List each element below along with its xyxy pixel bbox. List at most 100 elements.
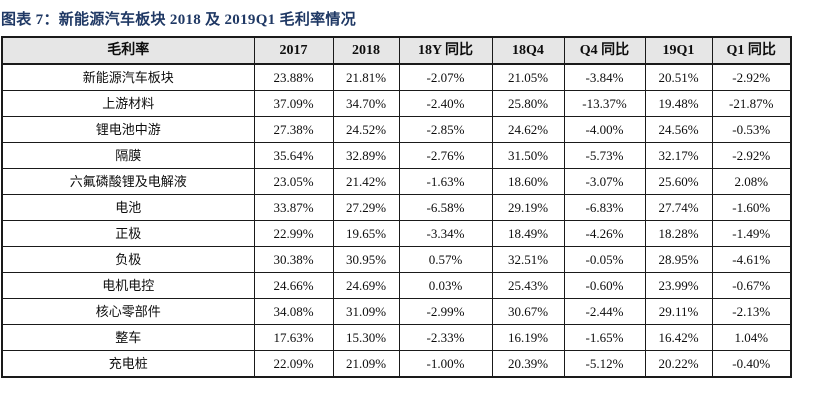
table-cell: 29.11%	[644, 298, 713, 325]
table-cell: -3.07%	[563, 168, 646, 195]
table-cell: 31.09%	[332, 298, 400, 325]
table-cell: -0.40%	[711, 350, 792, 378]
table-cell: 19.48%	[644, 90, 713, 117]
row-label: 新能源汽车板块	[1, 63, 255, 91]
table-cell: 34.08%	[253, 298, 334, 325]
table-cell: 27.38%	[253, 116, 334, 143]
table-cell: 34.70%	[332, 90, 400, 117]
table-cell: 21.05%	[491, 63, 565, 91]
row-label: 锂电池中游	[1, 116, 255, 143]
table-cell: 17.63%	[253, 324, 334, 351]
row-label: 电池	[1, 194, 255, 221]
table-cell: 20.22%	[644, 350, 713, 378]
gross-margin-table: 毛利率 2017 2018 18Y 同比 18Q4 Q4 同比 19Q1 Q1 …	[1, 36, 792, 378]
table-header: 毛利率 2017 2018 18Y 同比 18Q4 Q4 同比 19Q1 Q1 …	[1, 36, 792, 65]
table-cell: 27.29%	[332, 194, 400, 221]
table-cell: 35.64%	[253, 142, 334, 169]
table-cell: -0.67%	[711, 272, 792, 299]
table-cell: 2.08%	[711, 168, 792, 195]
table-cell: 32.51%	[491, 246, 565, 273]
table-cell: -2.44%	[563, 298, 646, 325]
table-cell: 30.38%	[253, 246, 334, 273]
table-cell: -3.84%	[563, 63, 646, 91]
col-header-18q4: 18Q4	[491, 36, 565, 65]
table-row: 正极 22.99% 19.65% -3.34% 18.49% -4.26% 18.28% -1…	[1, 220, 792, 247]
table-cell: 18.60%	[491, 168, 565, 195]
table-row: 锂电池中游 27.38% 24.52% -2.85% 24.62% -4.00% 24.56…	[1, 116, 792, 143]
table-row: 上游材料 37.09% 34.70% -2.40% 25.80% -13.37% 19.48…	[1, 90, 792, 117]
table-cell: 24.52%	[332, 116, 400, 143]
table-cell: 25.60%	[644, 168, 713, 195]
table-cell: -5.12%	[563, 350, 646, 378]
table-cell: 0.57%	[398, 246, 493, 273]
table-cell: 15.30%	[332, 324, 400, 351]
table-cell: 37.09%	[253, 90, 334, 117]
table-cell: 21.81%	[332, 63, 400, 91]
row-label: 电机电控	[1, 272, 255, 299]
table-cell: 18.28%	[644, 220, 713, 247]
table-cell: -6.83%	[563, 194, 646, 221]
table-row: 隔膜 35.64% 32.89% -2.76% 31.50% -5.73% 32.17% -2…	[1, 142, 792, 169]
table-body: 新能源汽车板块 23.88% 21.81% -2.07% 21.05% -3.84% 20.…	[1, 63, 792, 378]
table-cell: 16.19%	[491, 324, 565, 351]
table-row: 新能源汽车板块 23.88% 21.81% -2.07% 21.05% -3.84% 20.…	[1, 63, 792, 91]
table-cell: 16.42%	[644, 324, 713, 351]
table-cell: 24.56%	[644, 116, 713, 143]
table-cell: 23.05%	[253, 168, 334, 195]
col-header-q4-yoy: Q4 同比	[563, 36, 646, 65]
table-cell: 25.80%	[491, 90, 565, 117]
table-cell: 1.04%	[711, 324, 792, 351]
table-cell: 22.99%	[253, 220, 334, 247]
table-cell: 24.69%	[332, 272, 400, 299]
table-row: 电池 33.87% 27.29% -6.58% 29.19% -6.83% 27.74% -1…	[1, 194, 792, 221]
table-row: 电机电控 24.66% 24.69% 0.03% 25.43% -0.60% 23.99% -…	[1, 272, 792, 299]
table-cell: -2.76%	[398, 142, 493, 169]
table-cell: 0.03%	[398, 272, 493, 299]
table-cell: 20.39%	[491, 350, 565, 378]
table-cell: -4.00%	[563, 116, 646, 143]
row-label: 负极	[1, 246, 255, 273]
table-cell: 28.95%	[644, 246, 713, 273]
table-cell: -2.92%	[711, 63, 792, 91]
table-row: 整车 17.63% 15.30% -2.33% 16.19% -1.65% 16.42% 1.…	[1, 324, 792, 351]
table-cell: 20.51%	[644, 63, 713, 91]
col-header-q1-yoy: Q1 同比	[711, 36, 792, 65]
table-cell: 30.67%	[491, 298, 565, 325]
col-header-metric: 毛利率	[1, 36, 255, 65]
table-cell: 27.74%	[644, 194, 713, 221]
table-cell: 19.65%	[332, 220, 400, 247]
table-cell: 32.17%	[644, 142, 713, 169]
row-label: 整车	[1, 324, 255, 351]
table-cell: -6.58%	[398, 194, 493, 221]
table-cell: 25.43%	[491, 272, 565, 299]
table-cell: -0.05%	[563, 246, 646, 273]
table-cell: -1.00%	[398, 350, 493, 378]
table-cell: 24.62%	[491, 116, 565, 143]
table-cell: 23.88%	[253, 63, 334, 91]
table-row: 核心零部件 34.08% 31.09% -2.99% 30.67% -2.44% 29.11…	[1, 298, 792, 325]
table-cell: 21.09%	[332, 350, 400, 378]
table-cell: 22.09%	[253, 350, 334, 378]
table-cell: -2.85%	[398, 116, 493, 143]
table-cell: -0.60%	[563, 272, 646, 299]
table-cell: 18.49%	[491, 220, 565, 247]
table-cell: -2.40%	[398, 90, 493, 117]
table-cell: -4.26%	[563, 220, 646, 247]
row-label: 正极	[1, 220, 255, 247]
table-cell: -1.60%	[711, 194, 792, 221]
col-header-18y-yoy: 18Y 同比	[398, 36, 493, 65]
col-header-19q1: 19Q1	[644, 36, 713, 65]
row-label: 隔膜	[1, 142, 255, 169]
table-cell: -1.63%	[398, 168, 493, 195]
table-cell: 21.42%	[332, 168, 400, 195]
table-cell: 31.50%	[491, 142, 565, 169]
table-cell: 32.89%	[332, 142, 400, 169]
table-cell: -3.34%	[398, 220, 493, 247]
table-cell: -2.99%	[398, 298, 493, 325]
table-cell: -4.61%	[711, 246, 792, 273]
table-row: 负极 30.38% 30.95% 0.57% 32.51% -0.05% 28.95% -4.…	[1, 246, 792, 273]
col-header-2018: 2018	[332, 36, 400, 65]
table-row: 充电桩 22.09% 21.09% -1.00% 20.39% -5.12% 20.22% -…	[1, 350, 792, 378]
row-label: 充电桩	[1, 350, 255, 378]
